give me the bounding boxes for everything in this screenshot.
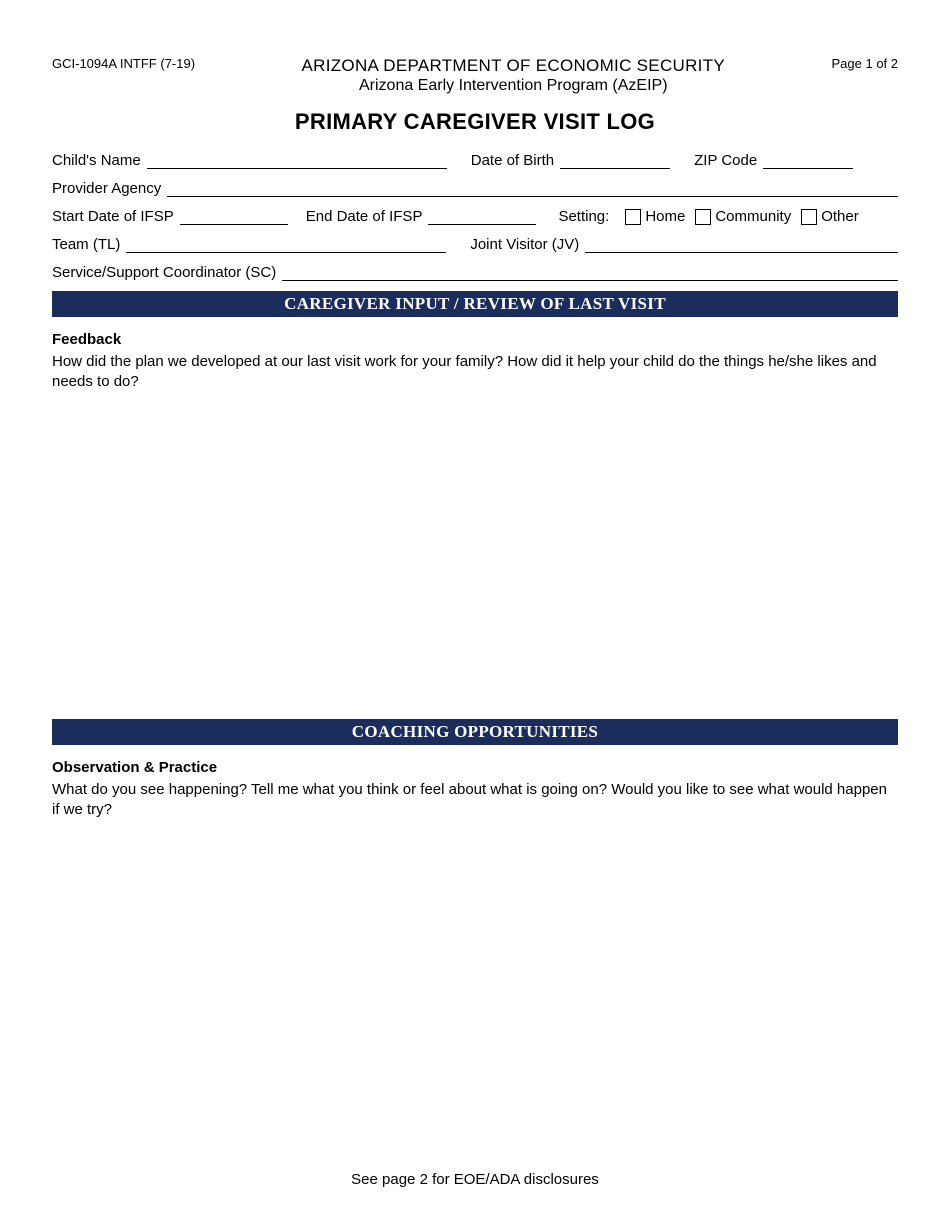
section2-text: What do you see happening? Tell me what … [52,780,898,821]
header-center: ARIZONA DEPARTMENT OF ECONOMIC SECURITY … [195,56,831,95]
section1-text: How did the plan we developed at our las… [52,352,898,393]
setting-label: Setting: [558,208,609,225]
zip-label: ZIP Code [694,152,757,169]
section2-space[interactable] [52,820,898,1160]
row-team-jv: Team (TL) Joint Visitor (JV) [52,235,898,253]
section2-heading: Observation & Practice [52,759,898,776]
end-ifsp-input[interactable] [428,207,536,225]
department-title: ARIZONA DEPARTMENT OF ECONOMIC SECURITY [195,56,831,76]
start-ifsp-label: Start Date of IFSP [52,208,174,225]
setting-community-label: Community [715,208,791,225]
section2-bar: COACHING OPPORTUNITIES [52,719,898,745]
coordinator-label: Service/Support Coordinator (SC) [52,264,276,281]
section1-bar: CAREGIVER INPUT / REVIEW OF LAST VISIT [52,291,898,317]
checkbox-community[interactable] [695,209,711,225]
provider-agency-input[interactable] [167,179,898,197]
program-title: Arizona Early Intervention Program (AzEI… [195,77,831,95]
provider-agency-label: Provider Agency [52,180,161,197]
form-fields: Child's Name Date of Birth ZIP Code Prov… [52,151,898,281]
section1-space[interactable] [52,393,898,713]
team-label: Team (TL) [52,236,120,253]
footer-text: See page 2 for EOE/ADA disclosures [0,1171,950,1188]
dob-label: Date of Birth [471,152,554,169]
child-name-input[interactable] [147,151,447,169]
section1-heading: Feedback [52,331,898,348]
row-child-dob-zip: Child's Name Date of Birth ZIP Code [52,151,898,169]
child-name-label: Child's Name [52,152,141,169]
main-title: PRIMARY CAREGIVER VISIT LOG [52,109,898,135]
form-number: GCI-1094A INTFF (7-19) [52,56,195,71]
checkbox-home[interactable] [625,209,641,225]
setting-home-label: Home [645,208,685,225]
dob-input[interactable] [560,151,670,169]
joint-visitor-label: Joint Visitor (JV) [470,236,579,253]
checkbox-other[interactable] [801,209,817,225]
start-ifsp-input[interactable] [180,207,288,225]
setting-community-option: Community [695,208,791,225]
zip-input[interactable] [763,151,853,169]
setting-other-option: Other [801,208,859,225]
page-indicator: Page 1 of 2 [832,56,899,71]
setting-other-label: Other [821,208,859,225]
row-provider-agency: Provider Agency [52,179,898,197]
team-input[interactable] [126,235,446,253]
joint-visitor-input[interactable] [585,235,898,253]
coordinator-input[interactable] [282,263,898,281]
setting-home-option: Home [625,208,685,225]
row-coordinator: Service/Support Coordinator (SC) [52,263,898,281]
row-ifsp-setting: Start Date of IFSP End Date of IFSP Sett… [52,207,898,225]
header-row: GCI-1094A INTFF (7-19) ARIZONA DEPARTMEN… [52,56,898,95]
end-ifsp-label: End Date of IFSP [306,208,423,225]
